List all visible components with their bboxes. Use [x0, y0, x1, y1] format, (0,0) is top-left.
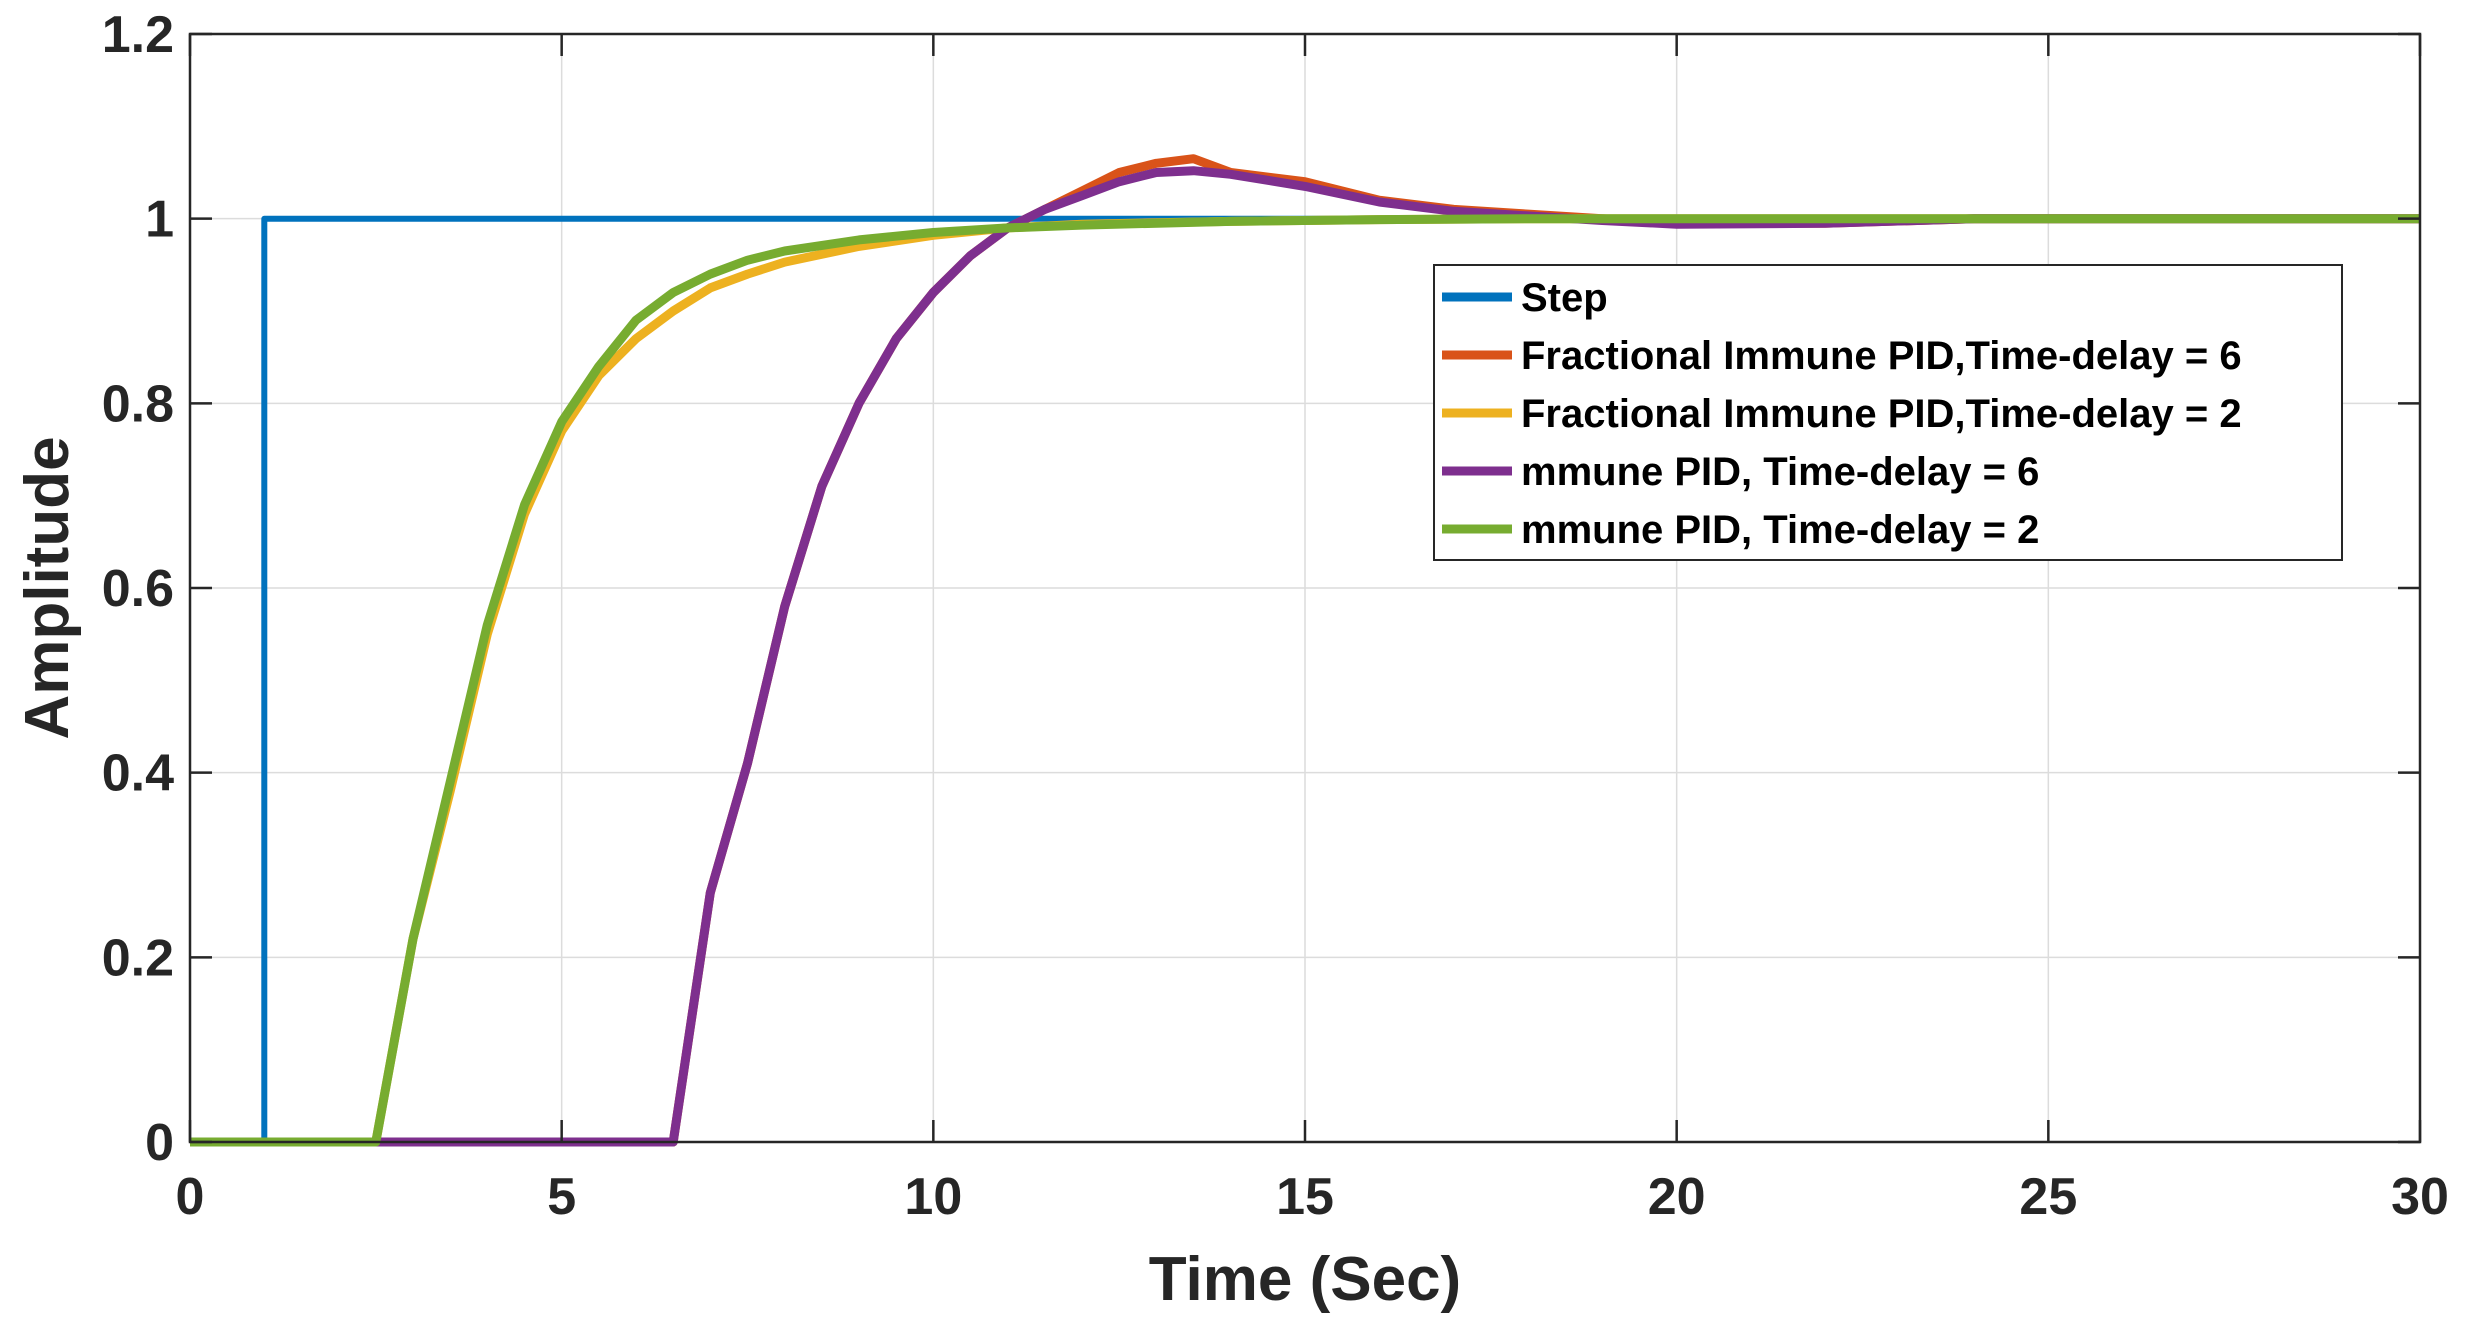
y-tick-label: 1.2 — [102, 6, 174, 64]
series-line-3 — [190, 166, 2420, 1147]
legend-label-4: mmune PID, Time-delay = 2 — [1521, 508, 2039, 552]
x-tick-label: 15 — [1276, 1168, 1334, 1226]
y-tick-label: 0.2 — [102, 929, 174, 987]
x-tick-label: 25 — [2019, 1168, 2077, 1226]
legend: Step Fractional Immune PID,Time-delay = 6… — [1433, 264, 2343, 561]
y-tick-label: 0.4 — [102, 745, 174, 803]
legend-label-3: mmune PID, Time-delay = 6 — [1521, 450, 2039, 494]
legend-label-1: Fractional Immune PID,Time-delay = 6 — [1521, 334, 2242, 378]
y-tick-label: 0 — [145, 1114, 174, 1172]
legend-box — [1433, 264, 2343, 561]
legend-label-0: Step — [1521, 276, 1608, 320]
y-tick-label: 0.8 — [102, 375, 174, 433]
x-tick-label: 10 — [904, 1168, 962, 1226]
axis-ticks — [188, 32, 2422, 1144]
y-axis-label: Amplitude — [13, 436, 82, 739]
x-tick-label: 5 — [547, 1168, 576, 1226]
x-tick-label: 20 — [1648, 1168, 1706, 1226]
axis-tick-labels: 0 5 10 15 20 25 30 0 0.2 0.4 0.6 0.8 1 1.2 — [102, 6, 2449, 1226]
x-tick-label: 0 — [176, 1168, 205, 1226]
series-line-4 — [190, 214, 2420, 1147]
legend-label-2: Fractional Immune PID,Time-delay = 2 — [1521, 392, 2242, 436]
x-axis-label: Time (Sec) — [1149, 1245, 1461, 1314]
y-tick-label: 1 — [145, 191, 174, 249]
y-tick-label: 0.6 — [102, 560, 174, 618]
x-tick-label: 30 — [2391, 1168, 2449, 1226]
